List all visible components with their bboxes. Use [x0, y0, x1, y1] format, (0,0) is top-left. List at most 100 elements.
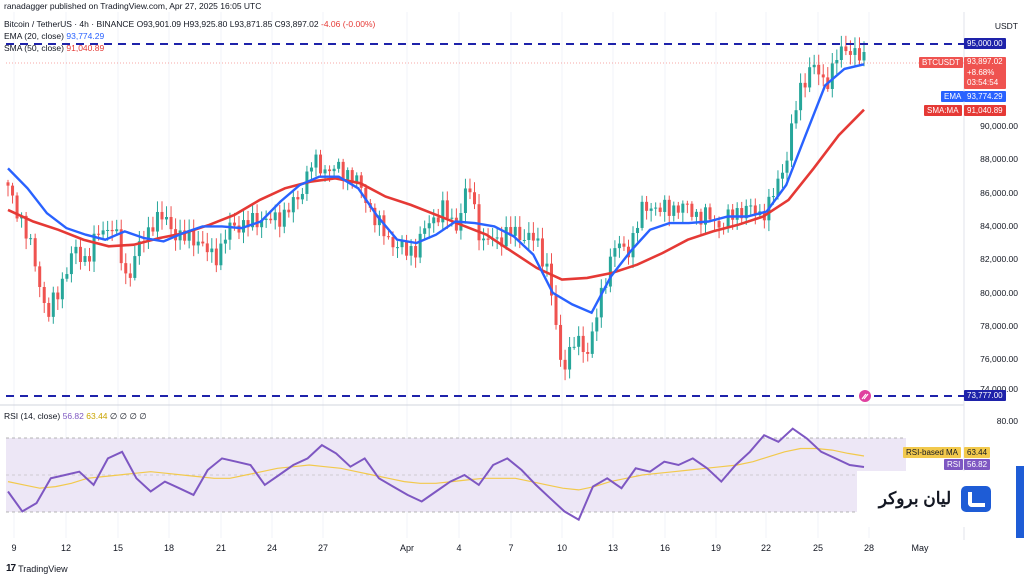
x-tick: May [911, 543, 929, 553]
candle-body [577, 335, 581, 347]
candle-body [169, 216, 173, 230]
candle-body [812, 64, 816, 68]
x-tick: 24 [266, 543, 278, 553]
sma-legend[interactable]: SMA (50, close) 91,040.89 [4, 43, 104, 53]
candle-body [862, 52, 866, 61]
candle [341, 158, 345, 190]
candle [794, 100, 798, 129]
candle-body [441, 200, 445, 223]
candle-body [287, 209, 291, 213]
candle-body [599, 287, 603, 318]
candle [513, 216, 517, 247]
candle-body [649, 208, 653, 211]
candle-body [735, 208, 739, 220]
sma-tag-label: SMA:MA [924, 105, 962, 116]
candle-body [133, 256, 137, 278]
candle-body [477, 204, 481, 241]
candle-body [65, 274, 69, 279]
candle [636, 221, 640, 242]
candle-body [210, 248, 214, 253]
candle-body [817, 64, 821, 75]
candle [92, 225, 96, 273]
candle [33, 233, 37, 272]
candle-body [563, 359, 567, 370]
ema-legend[interactable]: EMA (20, close) 93,774.29 [4, 31, 104, 41]
candle-body [282, 209, 286, 227]
candle-body [771, 196, 775, 198]
candle [835, 49, 839, 75]
candle-body [586, 352, 590, 354]
candle-body [101, 230, 105, 235]
candle-body [323, 169, 327, 174]
candle-body [731, 209, 735, 220]
candle [717, 216, 721, 239]
candle-body [672, 205, 676, 216]
candle [169, 206, 173, 236]
x-tick: 19 [710, 543, 722, 553]
candle-body [337, 161, 341, 169]
x-tick: 28 [863, 543, 875, 553]
candle-body [155, 211, 159, 232]
candle [396, 241, 400, 258]
candle-body [663, 199, 667, 212]
candle [468, 178, 472, 200]
candle-body [228, 222, 232, 240]
candle-body [590, 331, 594, 354]
symbol-line: Bitcoin / TetherUS · 4h · BINANCE O93,90… [4, 19, 375, 29]
candle [441, 191, 445, 231]
candle-body [645, 201, 649, 211]
candle [300, 187, 304, 205]
sma-tag-value: 91,040.89 [964, 105, 1006, 116]
candle-body [472, 192, 476, 205]
price-scale-currency: USDT [994, 21, 1018, 31]
rsi-ma-tag-label: RSI-based MA [903, 447, 962, 458]
x-tick: 12 [60, 543, 72, 553]
candle-body [115, 229, 119, 232]
candle [463, 178, 467, 224]
publisher-line: ranadagger published on TradingView.com,… [4, 1, 262, 11]
candle [522, 229, 526, 244]
candle-body [799, 82, 803, 111]
candlestick-series [6, 35, 866, 381]
candle [88, 247, 92, 272]
candle-body [500, 237, 504, 247]
alert-icon[interactable] [859, 390, 871, 402]
rsi-legend[interactable]: RSI (14, close) 56.82 63.44 ∅ ∅ ∅ ∅ [4, 411, 147, 421]
candle [826, 67, 830, 92]
candle-body [165, 216, 169, 220]
candle-body [15, 195, 19, 219]
candle [595, 308, 599, 341]
sma-legend-value: 91,040.89 [66, 43, 105, 53]
rsi-tick: 80.00 [996, 416, 1018, 426]
candle-body [744, 205, 748, 219]
candle [649, 202, 653, 222]
brand-accent-bar [1016, 466, 1024, 538]
candle [273, 204, 277, 230]
candle [703, 203, 707, 233]
candle-body [636, 227, 640, 234]
candle-body [56, 292, 60, 300]
candle-body [232, 222, 236, 226]
bar-countdown: 03:54:54 [967, 78, 999, 87]
candle [223, 229, 227, 254]
candle-body [776, 178, 780, 197]
candle-body [808, 67, 812, 88]
rsi-legend-label: RSI (14, close) [4, 411, 61, 421]
candle-body [699, 211, 703, 225]
candle [658, 202, 662, 217]
x-tick: 10 [556, 543, 568, 553]
candle-body [509, 227, 513, 236]
tradingview-footer[interactable]: 17 TradingView [6, 563, 68, 574]
candle-body [300, 193, 304, 200]
candle [128, 263, 132, 287]
candle [60, 272, 64, 309]
candle-body [631, 233, 635, 258]
candle [654, 202, 658, 216]
candle [667, 195, 671, 227]
rsi-ma-tag-value: 63.44 [964, 447, 991, 458]
candle-body [821, 74, 825, 78]
x-tick: 21 [215, 543, 227, 553]
symbol-name[interactable]: Bitcoin / TetherUS · 4h · BINANCE [4, 19, 135, 29]
candle-body [314, 154, 318, 168]
